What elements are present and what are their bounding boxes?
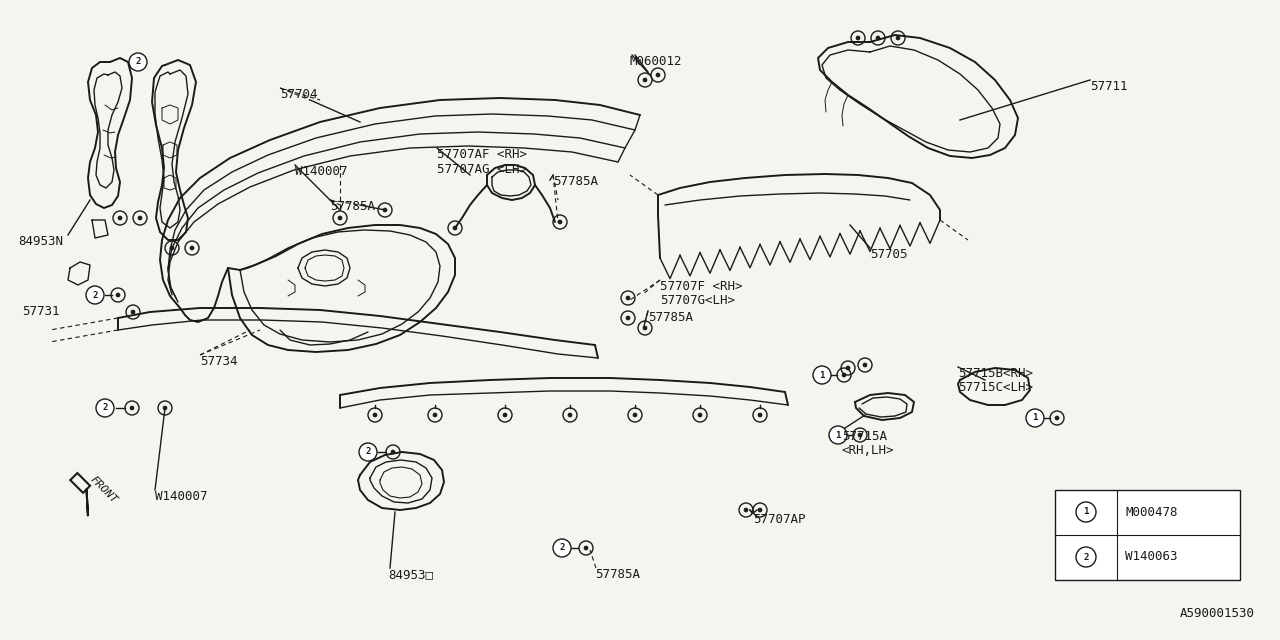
Circle shape <box>453 226 457 230</box>
Text: W140007: W140007 <box>155 490 207 503</box>
Text: 1: 1 <box>836 431 841 440</box>
Text: 2: 2 <box>136 58 141 67</box>
Circle shape <box>698 413 701 417</box>
Text: W140063: W140063 <box>1125 550 1178 563</box>
Text: 57715C<LH>: 57715C<LH> <box>957 381 1033 394</box>
Circle shape <box>842 373 846 377</box>
Text: 57707AG <LH>: 57707AG <LH> <box>436 163 527 176</box>
Circle shape <box>390 450 396 454</box>
Text: 1: 1 <box>1083 508 1089 516</box>
Text: 57715A: 57715A <box>842 430 887 443</box>
Circle shape <box>758 413 762 417</box>
Text: 57704: 57704 <box>280 88 317 101</box>
Text: 57731: 57731 <box>22 305 59 318</box>
Circle shape <box>863 363 867 367</box>
Text: A590001530: A590001530 <box>1180 607 1254 620</box>
Circle shape <box>138 216 142 220</box>
Circle shape <box>744 508 748 512</box>
Circle shape <box>433 413 436 417</box>
Circle shape <box>1055 416 1059 420</box>
Circle shape <box>358 443 378 461</box>
Text: 57785A: 57785A <box>595 568 640 581</box>
Circle shape <box>372 413 378 417</box>
Text: W140007: W140007 <box>294 165 347 178</box>
Text: 57785A: 57785A <box>330 200 375 213</box>
Text: 57707AP: 57707AP <box>753 513 805 526</box>
Circle shape <box>643 78 646 82</box>
Text: 57705: 57705 <box>870 248 908 261</box>
Circle shape <box>131 310 134 314</box>
Circle shape <box>626 296 630 300</box>
Text: 57785A: 57785A <box>553 175 598 188</box>
Circle shape <box>383 208 387 212</box>
Circle shape <box>118 216 122 220</box>
Text: 57785A: 57785A <box>648 311 692 324</box>
Circle shape <box>846 366 850 370</box>
Circle shape <box>163 406 166 410</box>
Circle shape <box>876 36 881 40</box>
Text: M060012: M060012 <box>630 55 682 68</box>
Circle shape <box>86 286 104 304</box>
Circle shape <box>1076 502 1096 522</box>
Circle shape <box>338 216 342 220</box>
Text: <RH,LH>: <RH,LH> <box>842 444 895 457</box>
Text: 57707G<LH>: 57707G<LH> <box>660 294 735 307</box>
Text: 1: 1 <box>819 371 824 380</box>
Text: M000478: M000478 <box>1125 506 1178 518</box>
Circle shape <box>189 246 195 250</box>
Circle shape <box>129 53 147 71</box>
Circle shape <box>1076 547 1096 567</box>
Text: 57715B<RH>: 57715B<RH> <box>957 367 1033 380</box>
Circle shape <box>170 246 174 250</box>
Text: 2: 2 <box>365 447 371 456</box>
Circle shape <box>896 36 900 40</box>
Circle shape <box>643 326 646 330</box>
Bar <box>1055 490 1240 580</box>
Circle shape <box>856 36 860 40</box>
Circle shape <box>558 220 562 224</box>
Circle shape <box>131 406 134 410</box>
Circle shape <box>584 546 588 550</box>
Circle shape <box>96 399 114 417</box>
Text: 2: 2 <box>1083 552 1089 561</box>
Text: 57707F <RH>: 57707F <RH> <box>660 280 742 293</box>
Circle shape <box>813 366 831 384</box>
Text: 84953□: 84953□ <box>388 568 433 581</box>
Circle shape <box>116 293 120 297</box>
Circle shape <box>858 433 861 437</box>
Circle shape <box>553 539 571 557</box>
Text: 2: 2 <box>92 291 97 300</box>
Circle shape <box>758 508 762 512</box>
Circle shape <box>634 413 637 417</box>
Circle shape <box>657 73 660 77</box>
Text: 57734: 57734 <box>200 355 238 368</box>
Text: 57711: 57711 <box>1091 80 1128 93</box>
Text: 84953N: 84953N <box>18 235 63 248</box>
Circle shape <box>829 426 847 444</box>
Text: 2: 2 <box>559 543 564 552</box>
Text: 2: 2 <box>102 403 108 413</box>
Circle shape <box>503 413 507 417</box>
Text: 57707AF <RH>: 57707AF <RH> <box>436 148 527 161</box>
Circle shape <box>626 316 630 320</box>
Circle shape <box>568 413 572 417</box>
Text: FRONT: FRONT <box>88 474 119 506</box>
Text: 1: 1 <box>1032 413 1038 422</box>
Circle shape <box>1027 409 1044 427</box>
